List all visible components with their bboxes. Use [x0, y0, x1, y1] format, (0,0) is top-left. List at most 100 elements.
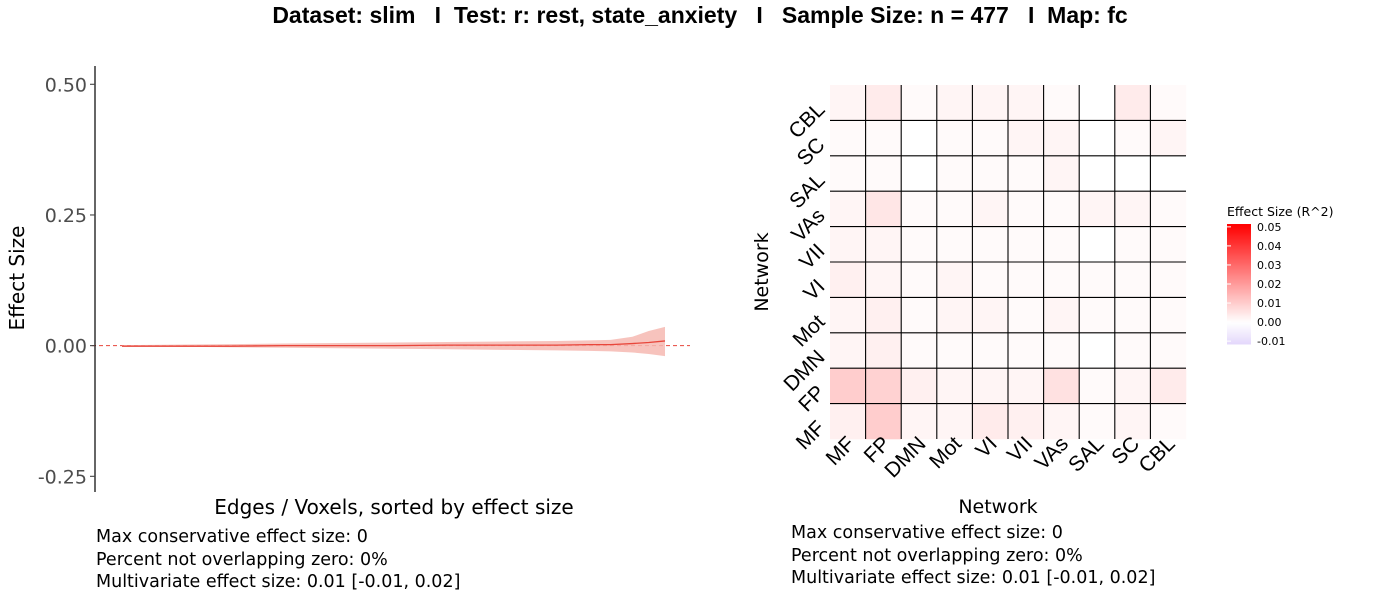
heatmap-cell	[1150, 120, 1187, 157]
heatmap-cell	[1150, 85, 1187, 121]
heatmap-cell	[936, 262, 973, 298]
y-tick-label: -0.25	[38, 466, 87, 488]
heatmap-cell	[865, 120, 902, 157]
legend-color-step	[1227, 268, 1251, 271]
legend-color-step	[1227, 300, 1251, 303]
heatmap-cell	[972, 262, 1009, 298]
heatmap-cell	[936, 120, 973, 157]
legend-color-step	[1227, 338, 1251, 341]
legend-color-step	[1227, 230, 1251, 233]
legend-color-step	[1227, 278, 1251, 281]
legend-color-step	[1227, 312, 1251, 315]
effect-size-line-chart: 0.50 0.25 0.00 -0.25 Effect Size Edges / Voxe…	[5, 66, 690, 519]
legend-color-step	[1227, 292, 1251, 295]
legend-color-step	[1227, 330, 1251, 333]
legend-color-step	[1227, 250, 1251, 253]
heatmap-cell	[1043, 332, 1080, 369]
legend-color-step	[1227, 296, 1251, 299]
heatmap-cell	[1008, 403, 1044, 440]
legend-color-step	[1227, 342, 1251, 345]
heatmap-cell	[972, 155, 1009, 192]
heatmap-cell	[972, 226, 1009, 263]
heatmap-cell	[830, 368, 866, 404]
legend-color-step	[1227, 322, 1251, 325]
heatmap-cell	[1114, 120, 1151, 157]
legend-color-step	[1227, 232, 1251, 235]
heatmap-cell	[1079, 120, 1116, 157]
legend-tick-label: 0.02	[1257, 278, 1282, 291]
heatmap-cell	[1079, 155, 1116, 192]
heatmap-cell	[1079, 226, 1116, 263]
heatmap-cell	[865, 155, 902, 192]
legend-color-step	[1227, 270, 1251, 273]
heatmap-cell	[1150, 297, 1187, 334]
legend-color-step	[1227, 336, 1251, 339]
left-stat-max-conservative: Max conservative effect size: 0	[96, 527, 368, 547]
legend-color-step	[1227, 334, 1251, 337]
heatmap-cell	[1043, 368, 1080, 404]
legend-color-step	[1227, 340, 1251, 343]
right-stats-block: Max conservative effect size: 0 Percent …	[791, 522, 1155, 590]
legend-color-step	[1227, 234, 1251, 237]
heatmap-cell	[1079, 262, 1116, 298]
heatmap-cell	[1114, 191, 1151, 227]
heatmap-cell	[901, 85, 938, 121]
legend-color-step	[1227, 332, 1251, 335]
legend-color-step	[1227, 310, 1251, 313]
heatmap-cell	[901, 226, 938, 263]
legend-color-step	[1227, 286, 1251, 289]
heatmap-cell	[972, 85, 1009, 121]
heatmap-cell	[1114, 332, 1151, 369]
heatmap-cell	[1079, 368, 1116, 404]
heatmap-cell	[1114, 226, 1151, 263]
heatmap-cell	[830, 226, 866, 263]
heatmap-cell	[1008, 332, 1044, 369]
heatmap-y-tick-label: Mot	[789, 310, 830, 351]
heatmap-cell	[865, 226, 902, 263]
legend-color-step	[1227, 260, 1251, 263]
heatmap-cell	[1008, 155, 1044, 192]
heatmap-y-tick-label: SAL	[785, 169, 829, 213]
heatmap-cell	[1150, 368, 1187, 404]
color-legend: Effect Size (R^2) 0.05 0.04 0.03 0.02 0.01 0.0…	[1227, 204, 1333, 348]
legend-color-step	[1227, 318, 1251, 321]
heatmap-cell	[936, 297, 973, 334]
heatmap-cell	[865, 191, 902, 227]
legend-color-step	[1227, 252, 1251, 255]
legend-color-step	[1227, 258, 1251, 261]
heatmap-cell	[865, 332, 902, 369]
heatmap-cell	[1150, 262, 1187, 298]
right-stat-max-conservative: Max conservative effect size: 0	[791, 523, 1063, 543]
legend-tick-label: 0.05	[1257, 221, 1282, 234]
legend-color-step	[1227, 242, 1251, 245]
heatmap-y-tick-label: CBL	[784, 98, 829, 143]
heatmap-cell	[1079, 332, 1116, 369]
legend-color-step	[1227, 290, 1251, 293]
left-stats-block: Max conservative effect size: 0 Percent …	[96, 526, 460, 594]
legend-tick-label: -0.01	[1257, 335, 1285, 348]
heatmap-cell	[972, 191, 1009, 227]
heatmap-x-axis-title: Network	[958, 496, 1037, 518]
heatmap-cell	[1114, 155, 1151, 192]
heatmap-cell	[1114, 368, 1151, 404]
heatmap-cell	[1008, 191, 1044, 227]
legend-color-step	[1227, 320, 1251, 323]
heatmap-cell	[865, 403, 902, 440]
heatmap-cell	[1114, 403, 1151, 440]
heatmap-cell	[1008, 85, 1044, 121]
heatmap-cell	[901, 155, 938, 192]
right-stat-percent-not-overlapping: Percent not overlapping zero: 0%	[791, 545, 1083, 566]
heatmap-cell	[1079, 297, 1116, 334]
legend-color-step	[1227, 272, 1251, 275]
heatmap-cell	[865, 262, 902, 298]
heatmap-cell	[936, 403, 973, 440]
legend-color-step	[1227, 240, 1251, 243]
heatmap-cell	[1114, 85, 1151, 121]
heatmap-cell	[936, 191, 973, 227]
heatmap-cell	[1150, 226, 1187, 263]
heatmap-cell	[1079, 85, 1116, 121]
heatmap-cell	[1008, 226, 1044, 263]
heatmap-cell	[1008, 297, 1044, 334]
